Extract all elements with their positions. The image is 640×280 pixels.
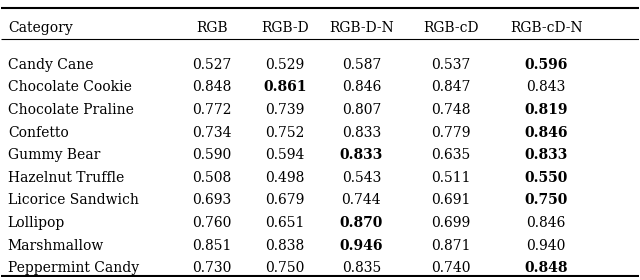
Text: 0.537: 0.537 <box>431 58 470 72</box>
Text: Peppermint Candy: Peppermint Candy <box>8 261 139 275</box>
Text: 0.752: 0.752 <box>265 126 305 140</box>
Text: 0.748: 0.748 <box>431 103 470 117</box>
Text: 0.833: 0.833 <box>342 126 381 140</box>
Text: Chocolate Cookie: Chocolate Cookie <box>8 80 132 94</box>
Text: RGB: RGB <box>196 21 227 35</box>
Text: 0.750: 0.750 <box>265 261 305 275</box>
Text: 0.772: 0.772 <box>192 103 232 117</box>
Text: Hazelnut Truffle: Hazelnut Truffle <box>8 171 124 185</box>
Text: 0.498: 0.498 <box>265 171 305 185</box>
Text: 0.846: 0.846 <box>527 216 566 230</box>
Text: RGB-cD-N: RGB-cD-N <box>510 21 582 35</box>
Text: 0.833: 0.833 <box>340 148 383 162</box>
Text: 0.744: 0.744 <box>342 193 381 207</box>
Text: 0.760: 0.760 <box>192 216 231 230</box>
Text: 0.594: 0.594 <box>265 148 305 162</box>
Text: 0.835: 0.835 <box>342 261 381 275</box>
Text: 0.838: 0.838 <box>266 239 305 253</box>
Text: 0.550: 0.550 <box>525 171 568 185</box>
Text: 0.843: 0.843 <box>527 80 566 94</box>
Text: Lollipop: Lollipop <box>8 216 65 230</box>
Text: 0.846: 0.846 <box>342 80 381 94</box>
Text: 0.508: 0.508 <box>192 171 231 185</box>
Text: RGB-D-N: RGB-D-N <box>329 21 394 35</box>
Text: 0.740: 0.740 <box>431 261 470 275</box>
Text: 0.739: 0.739 <box>265 103 305 117</box>
Text: 0.940: 0.940 <box>527 239 566 253</box>
Text: 0.750: 0.750 <box>525 193 568 207</box>
Text: RGB-D: RGB-D <box>261 21 308 35</box>
Text: Licorice Sandwich: Licorice Sandwich <box>8 193 139 207</box>
Text: 0.861: 0.861 <box>263 80 307 94</box>
Text: 0.635: 0.635 <box>431 148 470 162</box>
Text: 0.846: 0.846 <box>524 126 568 140</box>
Text: 0.779: 0.779 <box>431 126 470 140</box>
Text: 0.691: 0.691 <box>431 193 470 207</box>
Text: Category: Category <box>8 21 72 35</box>
Text: 0.527: 0.527 <box>192 58 231 72</box>
Text: 0.699: 0.699 <box>431 216 470 230</box>
Text: 0.651: 0.651 <box>265 216 305 230</box>
Text: RGB-cD: RGB-cD <box>423 21 478 35</box>
Text: 0.693: 0.693 <box>192 193 231 207</box>
Text: 0.833: 0.833 <box>525 148 568 162</box>
Text: 0.870: 0.870 <box>340 216 383 230</box>
Text: 0.807: 0.807 <box>342 103 381 117</box>
Text: Marshmallow: Marshmallow <box>8 239 104 253</box>
Text: 0.848: 0.848 <box>192 80 231 94</box>
Text: 0.848: 0.848 <box>524 261 568 275</box>
Text: Gummy Bear: Gummy Bear <box>8 148 100 162</box>
Text: 0.819: 0.819 <box>524 103 568 117</box>
Text: 0.871: 0.871 <box>431 239 470 253</box>
Text: Candy Cane: Candy Cane <box>8 58 93 72</box>
Text: Confetto: Confetto <box>8 126 68 140</box>
Text: 0.587: 0.587 <box>342 58 381 72</box>
Text: 0.679: 0.679 <box>265 193 305 207</box>
Text: 0.543: 0.543 <box>342 171 381 185</box>
Text: 0.596: 0.596 <box>525 58 568 72</box>
Text: 0.946: 0.946 <box>340 239 383 253</box>
Text: Chocolate Praline: Chocolate Praline <box>8 103 134 117</box>
Text: 0.529: 0.529 <box>266 58 305 72</box>
Text: 0.851: 0.851 <box>192 239 231 253</box>
Text: 0.847: 0.847 <box>431 80 470 94</box>
Text: 0.734: 0.734 <box>192 126 232 140</box>
Text: 0.590: 0.590 <box>192 148 231 162</box>
Text: 0.730: 0.730 <box>192 261 231 275</box>
Text: 0.511: 0.511 <box>431 171 470 185</box>
